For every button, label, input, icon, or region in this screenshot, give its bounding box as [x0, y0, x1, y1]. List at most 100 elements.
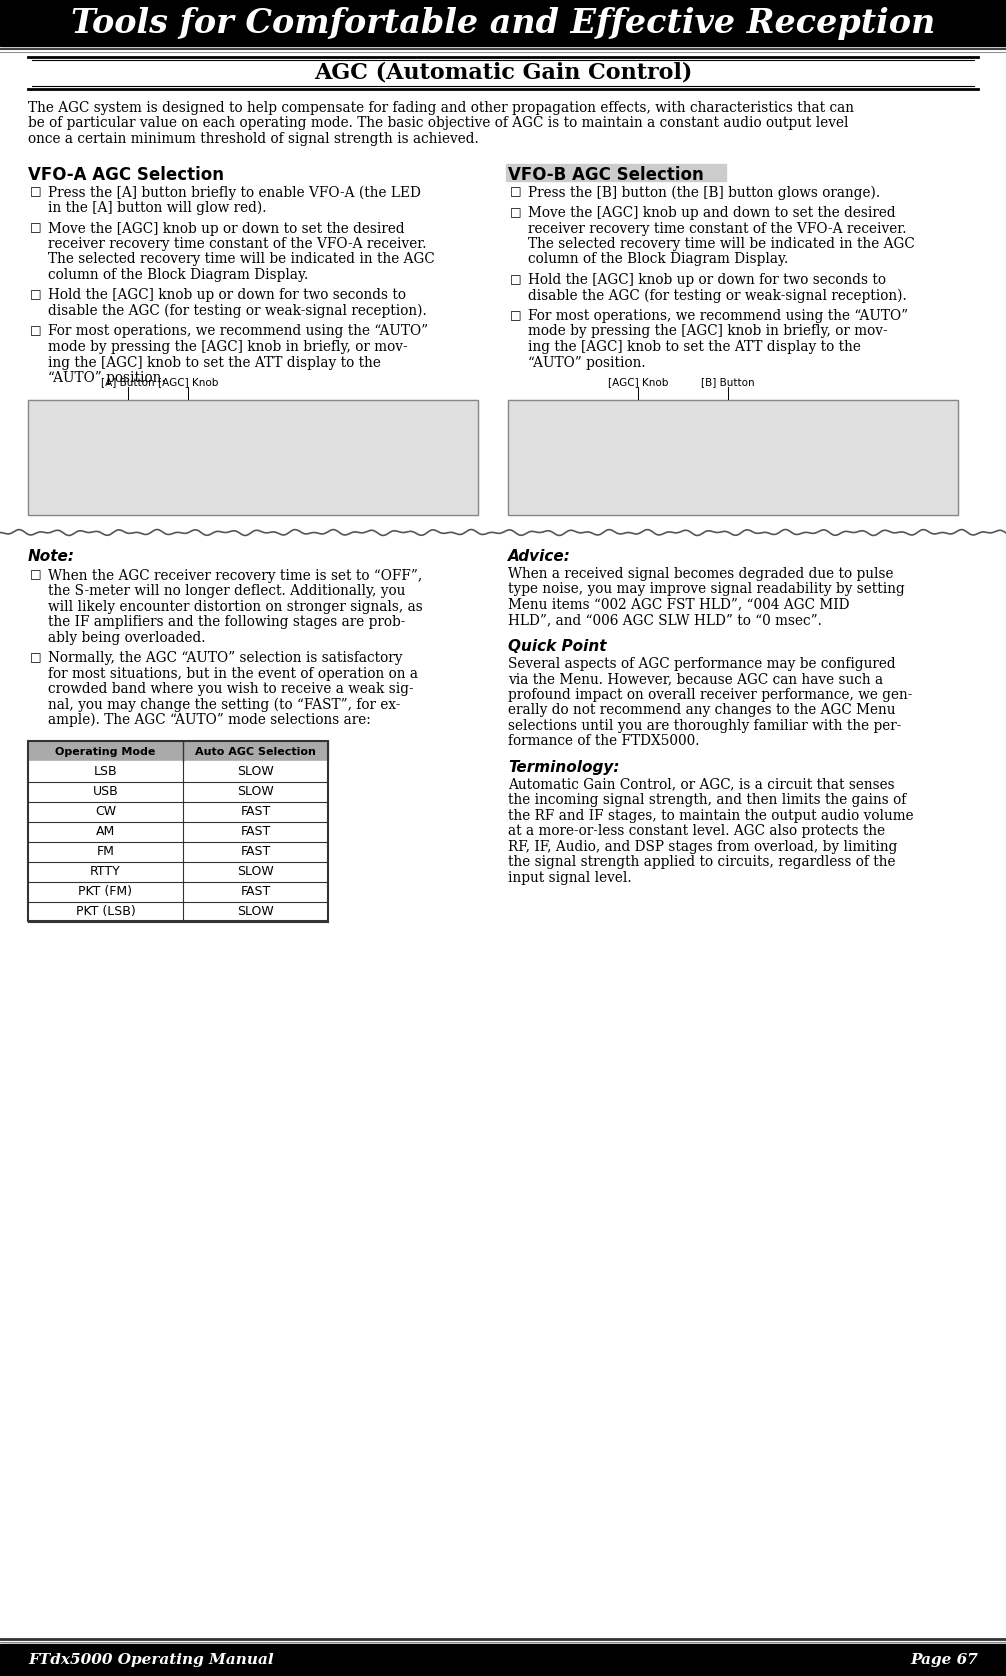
Text: column of the Block Diagram Display.: column of the Block Diagram Display.	[48, 268, 308, 282]
Text: Move the [AGC] knob up and down to set the desired: Move the [AGC] knob up and down to set t…	[528, 206, 895, 220]
Text: disable the AGC (for testing or weak-signal reception).: disable the AGC (for testing or weak-sig…	[48, 303, 427, 318]
Text: □: □	[30, 650, 41, 664]
Bar	[28, 882, 328, 902]
Text: will likely encounter distortion on stronger signals, as: will likely encounter distortion on stro…	[48, 600, 423, 613]
Text: at a more-or-less constant level. AGC also protects the: at a more-or-less constant level. AGC al…	[508, 825, 885, 838]
Text: □: □	[30, 568, 41, 582]
Text: ample). The AGC “AUTO” mode selections are:: ample). The AGC “AUTO” mode selections a…	[48, 712, 371, 727]
Text: the signal strength applied to circuits, regardless of the: the signal strength applied to circuits,…	[508, 855, 895, 868]
Text: the S-meter will no longer deflect. Additionally, you: the S-meter will no longer deflect. Addi…	[48, 583, 405, 598]
Text: receiver recovery time constant of the VFO-A receiver.: receiver recovery time constant of the V…	[48, 236, 427, 251]
Bar	[28, 821, 328, 841]
Bar	[28, 841, 328, 861]
Text: Note:: Note:	[28, 548, 75, 563]
Text: LSB: LSB	[94, 764, 118, 778]
Text: the RF and IF stages, to maintain the output audio volume: the RF and IF stages, to maintain the ou…	[508, 808, 913, 823]
Text: input signal level.: input signal level.	[508, 870, 632, 885]
Text: VFO-B AGC Selection: VFO-B AGC Selection	[508, 166, 704, 183]
Text: erally do not recommend any changes to the AGC Menu: erally do not recommend any changes to t…	[508, 702, 895, 717]
Text: □: □	[510, 273, 522, 287]
Text: ing the [AGC] knob to set the ATT display to the: ing the [AGC] knob to set the ATT displa…	[48, 355, 381, 369]
Text: RF, IF, Audio, and DSP stages from overload, by limiting: RF, IF, Audio, and DSP stages from overl…	[508, 840, 897, 853]
Text: When a received signal becomes degraded due to pulse: When a received signal becomes degraded …	[508, 566, 893, 580]
Text: SLOW: SLOW	[237, 865, 274, 878]
Text: Operating Mode: Operating Mode	[55, 746, 156, 756]
Text: disable the AGC (for testing or weak-signal reception).: disable the AGC (for testing or weak-sig…	[528, 288, 906, 303]
Bar	[508, 399, 958, 515]
Text: “AUTO” position.: “AUTO” position.	[48, 370, 166, 385]
Bar	[28, 761, 328, 781]
Bar	[28, 861, 328, 882]
Text: Menu items “002 AGC FST HLD”, “004 AGC MID: Menu items “002 AGC FST HLD”, “004 AGC M…	[508, 598, 849, 612]
Text: [A] Button: [A] Button	[102, 377, 155, 387]
Text: FAST: FAST	[240, 825, 271, 838]
Text: For most operations, we recommend using the “AUTO”: For most operations, we recommend using …	[48, 325, 429, 339]
Text: Tools for Comfortable and Effective Reception: Tools for Comfortable and Effective Rece…	[70, 7, 936, 40]
Text: ing the [AGC] knob to set the ATT display to the: ing the [AGC] knob to set the ATT displa…	[528, 340, 861, 354]
Text: FAST: FAST	[240, 885, 271, 898]
Text: [AGC] Knob: [AGC] Knob	[608, 377, 668, 387]
Text: VFO-A AGC Selection: VFO-A AGC Selection	[28, 166, 224, 183]
Text: nal, you may change the setting (to “FAST”, for ex-: nal, you may change the setting (to “FAS…	[48, 697, 400, 712]
Text: The AGC system is designed to help compensate for fading and other propagation e: The AGC system is designed to help compe…	[28, 101, 854, 116]
Text: for most situations, but in the event of operation on a: for most situations, but in the event of…	[48, 667, 418, 680]
Bar	[28, 399, 478, 515]
Text: mode by pressing the [AGC] knob in briefly, or mov-: mode by pressing the [AGC] knob in brief…	[48, 340, 407, 354]
Text: The selected recovery time will be indicated in the AGC: The selected recovery time will be indic…	[48, 253, 435, 266]
Text: be of particular value on each operating mode. The basic objective of AGC is to : be of particular value on each operating…	[28, 117, 848, 131]
Text: The selected recovery time will be indicated in the AGC: The selected recovery time will be indic…	[528, 236, 914, 251]
Text: receiver recovery time constant of the VFO-A receiver.: receiver recovery time constant of the V…	[528, 221, 906, 236]
Text: Automatic Gain Control, or AGC, is a circuit that senses: Automatic Gain Control, or AGC, is a cir…	[508, 778, 894, 791]
Text: profound impact on overall receiver performance, we gen-: profound impact on overall receiver perf…	[508, 687, 912, 702]
Text: selections until you are thoroughly familiar with the per-: selections until you are thoroughly fami…	[508, 719, 901, 732]
Text: the IF amplifiers and the following stages are prob-: the IF amplifiers and the following stag…	[48, 615, 405, 628]
Text: FTdx5000 Operating Manual: FTdx5000 Operating Manual	[28, 1653, 274, 1668]
Bar	[506, 164, 726, 181]
Text: □: □	[30, 221, 41, 235]
Bar	[28, 801, 328, 821]
Text: Hold the [AGC] knob up or down for two seconds to: Hold the [AGC] knob up or down for two s…	[528, 273, 886, 287]
Text: □: □	[30, 186, 41, 198]
Text: PKT (FM): PKT (FM)	[78, 885, 133, 898]
Text: □: □	[510, 206, 522, 220]
Text: □: □	[30, 325, 41, 337]
Text: crowded band where you wish to receive a weak sig-: crowded band where you wish to receive a…	[48, 682, 413, 696]
Bar	[28, 741, 328, 922]
Text: Press the [B] button (the [B] button glows orange).: Press the [B] button (the [B] button glo…	[528, 186, 880, 199]
Text: ably being overloaded.: ably being overloaded.	[48, 630, 205, 645]
Text: via the Menu. However, because AGC can have such a: via the Menu. However, because AGC can h…	[508, 672, 883, 685]
Text: FAST: FAST	[240, 804, 271, 818]
Text: □: □	[30, 288, 41, 302]
Text: Hold the [AGC] knob up or down for two seconds to: Hold the [AGC] knob up or down for two s…	[48, 288, 406, 302]
Text: “AUTO” position.: “AUTO” position.	[528, 355, 646, 369]
Text: RTTY: RTTY	[91, 865, 121, 878]
Text: Quick Point: Quick Point	[508, 639, 607, 654]
Text: PKT (LSB): PKT (LSB)	[75, 905, 136, 918]
Text: Normally, the AGC “AUTO” selection is satisfactory: Normally, the AGC “AUTO” selection is sa…	[48, 650, 402, 665]
Text: once a certain minimum threshold of signal strength is achieved.: once a certain minimum threshold of sign…	[28, 132, 479, 146]
Text: CW: CW	[95, 804, 116, 818]
Bar	[28, 902, 328, 922]
Text: FM: FM	[97, 845, 115, 858]
Text: SLOW: SLOW	[237, 784, 274, 798]
Text: When the AGC receiver recovery time is set to “OFF”,: When the AGC receiver recovery time is s…	[48, 568, 423, 583]
Text: type noise, you may improve signal readability by setting: type noise, you may improve signal reada…	[508, 582, 904, 597]
Text: HLD”, and “006 AGC SLW HLD” to “0 msec”.: HLD”, and “006 AGC SLW HLD” to “0 msec”.	[508, 613, 822, 627]
Text: For most operations, we recommend using the “AUTO”: For most operations, we recommend using …	[528, 308, 908, 323]
Text: [B] Button: [B] Button	[701, 377, 754, 387]
Text: AM: AM	[96, 825, 115, 838]
Bar	[28, 741, 328, 761]
Text: Several aspects of AGC performance may be configured: Several aspects of AGC performance may b…	[508, 657, 895, 670]
Bar	[508, 399, 958, 515]
Text: AGC (Automatic Gain Control): AGC (Automatic Gain Control)	[314, 62, 692, 84]
Text: □: □	[510, 308, 522, 322]
Text: the incoming signal strength, and then limits the gains of: the incoming signal strength, and then l…	[508, 793, 906, 808]
Text: in the [A] button will glow red).: in the [A] button will glow red).	[48, 201, 267, 216]
Text: □: □	[510, 186, 522, 198]
Text: SLOW: SLOW	[237, 905, 274, 918]
Bar	[0, 0, 1006, 45]
Bar	[28, 399, 478, 515]
Text: Move the [AGC] knob up or down to set the desired: Move the [AGC] knob up or down to set th…	[48, 221, 404, 236]
Text: Advice:: Advice:	[508, 548, 570, 563]
Text: SLOW: SLOW	[237, 764, 274, 778]
